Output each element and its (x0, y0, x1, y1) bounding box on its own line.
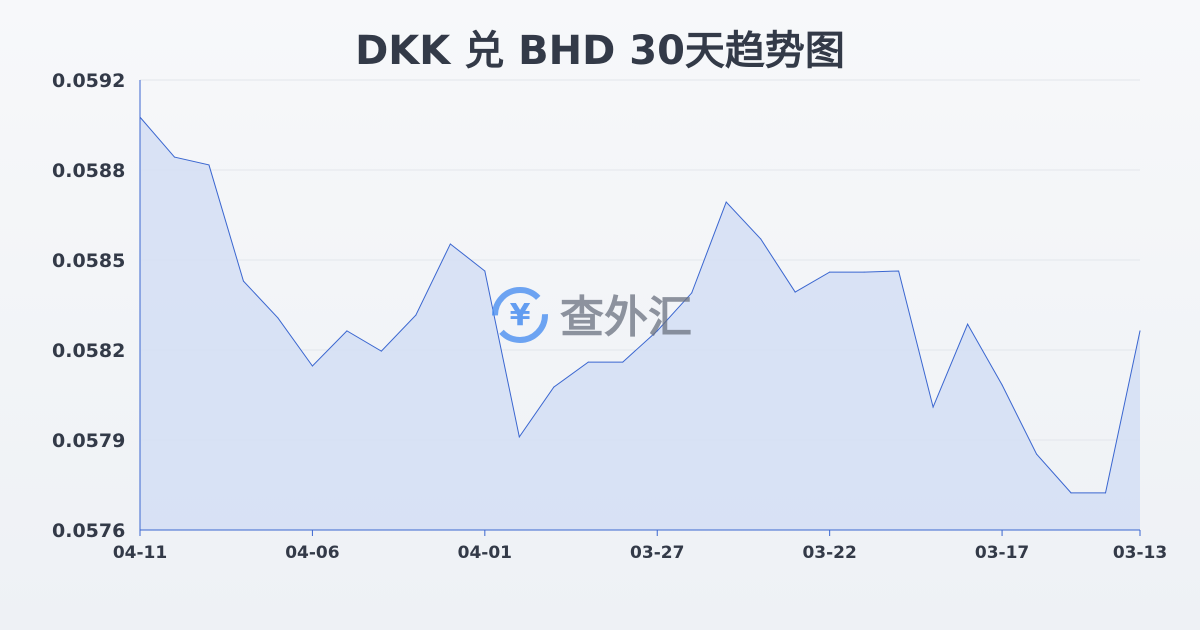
chart-title: DKK 兑 BHD 30天趋势图 (355, 28, 845, 74)
y-tick-label: 0.0582 (52, 340, 125, 362)
svg-text:¥: ¥ (510, 298, 531, 333)
y-tick-label: 0.0585 (52, 250, 125, 272)
data-point (691, 292, 693, 294)
x-tick-label: 04-01 (458, 543, 512, 563)
data-point (449, 243, 451, 245)
data-point (346, 330, 348, 332)
x-tick-label: 04-11 (113, 543, 167, 563)
data-point (553, 386, 555, 388)
y-tick-label: 0.0592 (52, 70, 125, 92)
series-line (139, 116, 1141, 494)
x-tick-label: 03-17 (975, 543, 1029, 563)
data-point (1070, 492, 1072, 494)
data-point (277, 317, 279, 319)
data-point (1001, 384, 1003, 386)
data-point (173, 156, 175, 158)
y-tick-label: 0.0588 (52, 160, 125, 182)
data-point (415, 314, 417, 316)
data-point (725, 201, 727, 203)
data-point (760, 238, 762, 240)
data-point (967, 323, 969, 325)
area-fill (140, 117, 1140, 530)
data-point (1105, 492, 1107, 494)
data-point (656, 330, 658, 332)
data-point (1036, 453, 1038, 455)
data-point (242, 280, 244, 282)
data-point (311, 365, 313, 367)
y-tick-label: 0.0579 (52, 430, 125, 452)
data-point (208, 164, 210, 166)
x-tick-label: 03-27 (630, 543, 684, 563)
watermark: ¥ 查外汇 (492, 287, 692, 343)
y-tick-label: 0.0576 (52, 520, 125, 542)
watermark-text: 查外汇 (560, 292, 692, 343)
data-point (380, 350, 382, 352)
data-point (863, 271, 865, 273)
data-point (587, 361, 589, 363)
x-tick-label: 04-06 (285, 543, 339, 563)
data-point (898, 270, 900, 272)
data-point (932, 406, 934, 408)
data-point (518, 436, 520, 438)
data-point (622, 361, 624, 363)
data-point (829, 271, 831, 273)
yen-exchange-icon: ¥ (492, 287, 548, 343)
data-point (484, 270, 486, 272)
data-point (1139, 330, 1141, 332)
data-point (794, 291, 796, 293)
x-tick-label: 03-13 (1113, 543, 1167, 563)
x-tick-label: 03-22 (802, 543, 856, 563)
